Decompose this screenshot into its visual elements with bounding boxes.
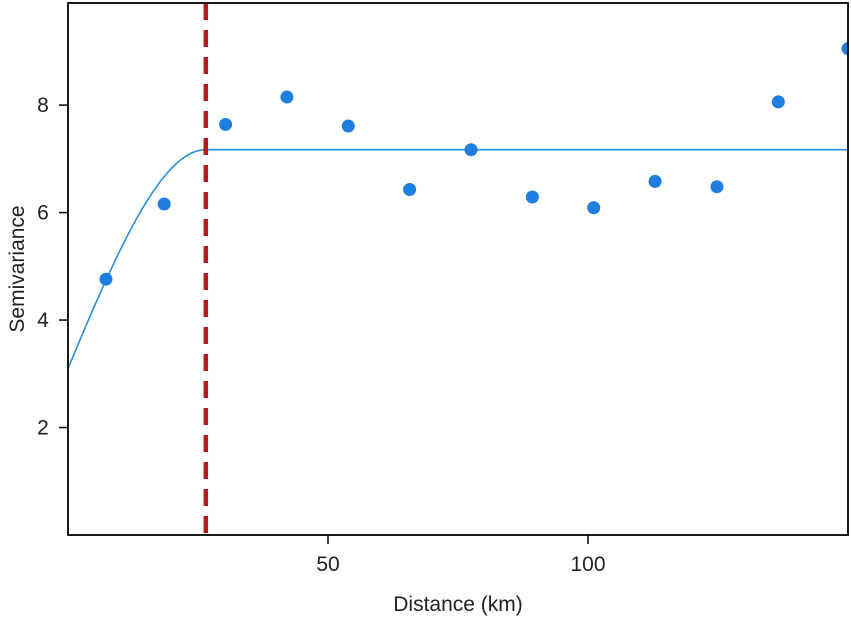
data-point xyxy=(648,174,662,188)
y-axis-title: Semivariance xyxy=(6,205,29,332)
fitted-model-line xyxy=(68,148,848,369)
data-point xyxy=(341,119,355,133)
y-tick-label: 2 xyxy=(37,417,49,440)
y-axis-ticks: 2 4 6 8 xyxy=(37,94,68,440)
y-tick-label: 4 xyxy=(37,309,49,332)
y-tick-label: 8 xyxy=(37,94,49,117)
data-point xyxy=(280,90,294,104)
plot-marks xyxy=(68,3,848,535)
x-tick-label: 50 xyxy=(316,553,339,576)
y-tick-label: 6 xyxy=(37,202,49,225)
data-point xyxy=(841,42,848,56)
plot-area xyxy=(67,2,849,536)
x-axis-ticks: 50 100 xyxy=(316,535,606,576)
data-point xyxy=(99,272,113,286)
data-point xyxy=(587,201,601,215)
data-point xyxy=(464,143,478,157)
data-point xyxy=(710,180,724,194)
x-tick-label: 100 xyxy=(570,553,605,576)
data-point xyxy=(771,95,785,109)
data-point xyxy=(219,117,233,131)
data-point xyxy=(157,197,171,211)
data-point xyxy=(403,182,417,196)
x-axis-title: Distance (km) xyxy=(393,593,523,616)
data-point xyxy=(525,190,539,204)
plot-frame xyxy=(67,2,849,536)
